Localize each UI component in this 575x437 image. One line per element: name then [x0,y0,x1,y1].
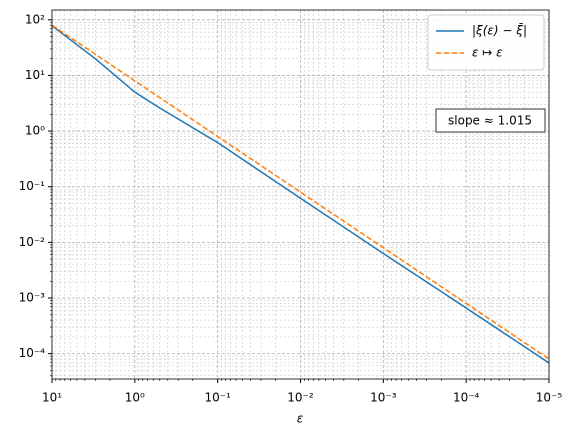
y-tick-label: 10⁰ [25,124,45,138]
x-tick-label: 10⁻¹ [204,391,231,405]
annotation: slope ≈ 1.015 [448,114,532,128]
plot-frame [51,9,550,380]
x-tick-label: 10⁻³ [370,391,397,405]
x-tick-label: 10⁻⁵ [536,391,563,405]
y-tick-label: 10² [25,12,45,26]
x-tick-label: 10⁻⁴ [453,391,480,405]
y-tick-label: 10⁻³ [19,290,46,304]
x-tick-label: 10⁰ [125,391,145,405]
y-tick-label: 10⁻⁴ [19,346,46,360]
legend-box [427,14,545,71]
series-line [51,25,550,364]
y-tick-label: 10⁻¹ [19,179,46,193]
series-line [51,24,550,360]
y-tick-label: 10¹ [25,68,45,82]
x-tick-label: 10⁻² [287,391,314,405]
y-tick-label: 10⁻² [19,235,46,249]
legend-label: |ξ(ε) − ξ̄| [472,23,527,37]
annotation-box [435,108,546,133]
x-tick-label: 10¹ [42,391,62,405]
x-axis-label: ε [297,412,304,426]
legend-label: ε ↦ ε [472,46,503,60]
